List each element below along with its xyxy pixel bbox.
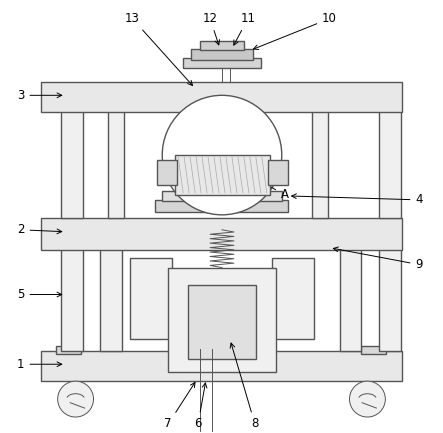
- Circle shape: [58, 381, 93, 417]
- Text: 13: 13: [125, 12, 193, 85]
- Circle shape: [162, 95, 282, 215]
- Bar: [175, 155, 270, 195]
- Bar: [379, 100, 401, 218]
- Bar: [188, 284, 256, 359]
- Text: 9: 9: [334, 247, 423, 271]
- Text: 12: 12: [202, 12, 220, 45]
- Circle shape: [350, 381, 385, 417]
- Bar: [191, 48, 253, 61]
- Bar: [272, 258, 314, 339]
- Text: 11: 11: [234, 12, 256, 45]
- Bar: [61, 230, 82, 351]
- Bar: [268, 160, 288, 185]
- Bar: [361, 346, 386, 354]
- Text: 5: 5: [17, 288, 62, 301]
- Text: 8: 8: [230, 343, 259, 430]
- Bar: [41, 82, 402, 112]
- Bar: [379, 230, 401, 351]
- Bar: [101, 230, 122, 351]
- Bar: [311, 100, 327, 218]
- Bar: [339, 230, 361, 351]
- Text: 2: 2: [17, 223, 62, 236]
- Bar: [41, 351, 402, 381]
- Bar: [109, 100, 124, 218]
- Bar: [168, 268, 276, 372]
- Text: 3: 3: [17, 89, 62, 102]
- Text: A: A: [253, 177, 289, 201]
- Bar: [157, 160, 177, 185]
- Bar: [41, 218, 402, 250]
- Text: 10: 10: [253, 12, 337, 49]
- Bar: [61, 100, 82, 218]
- Bar: [56, 346, 81, 354]
- Text: 7: 7: [164, 382, 195, 430]
- Bar: [183, 58, 261, 68]
- Bar: [155, 200, 288, 212]
- Bar: [130, 258, 172, 339]
- Text: 6: 6: [194, 383, 207, 430]
- Bar: [200, 41, 244, 51]
- Text: 1: 1: [17, 358, 62, 371]
- Bar: [162, 191, 282, 201]
- Text: 4: 4: [291, 194, 423, 207]
